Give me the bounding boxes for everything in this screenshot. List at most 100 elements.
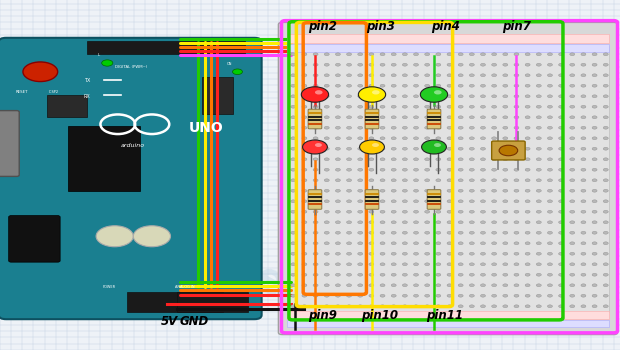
- Circle shape: [402, 210, 407, 213]
- Circle shape: [559, 53, 564, 56]
- Circle shape: [380, 305, 385, 308]
- Circle shape: [391, 116, 396, 119]
- FancyBboxPatch shape: [365, 109, 379, 129]
- Circle shape: [302, 95, 307, 98]
- Circle shape: [402, 147, 407, 150]
- Circle shape: [581, 147, 586, 150]
- Circle shape: [536, 231, 541, 234]
- Circle shape: [458, 53, 463, 56]
- Circle shape: [347, 242, 352, 245]
- Circle shape: [469, 168, 474, 171]
- Circle shape: [313, 53, 318, 56]
- Circle shape: [391, 105, 396, 108]
- Circle shape: [369, 126, 374, 129]
- Circle shape: [480, 116, 485, 119]
- Circle shape: [547, 231, 552, 234]
- Circle shape: [369, 116, 374, 119]
- Circle shape: [514, 305, 519, 308]
- Circle shape: [425, 242, 430, 245]
- Circle shape: [335, 294, 340, 297]
- Circle shape: [458, 137, 463, 140]
- Circle shape: [592, 168, 597, 171]
- Circle shape: [358, 147, 363, 150]
- FancyBboxPatch shape: [492, 141, 525, 160]
- Circle shape: [581, 105, 586, 108]
- Circle shape: [347, 221, 352, 224]
- Circle shape: [391, 273, 396, 276]
- Circle shape: [347, 273, 352, 276]
- Circle shape: [559, 84, 564, 87]
- FancyBboxPatch shape: [427, 190, 441, 209]
- FancyBboxPatch shape: [68, 126, 140, 191]
- Circle shape: [503, 168, 508, 171]
- Circle shape: [302, 231, 307, 234]
- Circle shape: [469, 84, 474, 87]
- Circle shape: [525, 294, 530, 297]
- Text: ON: ON: [226, 62, 232, 66]
- Circle shape: [425, 137, 430, 140]
- Circle shape: [525, 242, 530, 245]
- Circle shape: [492, 231, 497, 234]
- Circle shape: [581, 200, 586, 203]
- Circle shape: [592, 189, 597, 192]
- Circle shape: [425, 252, 430, 255]
- Circle shape: [592, 137, 597, 140]
- Circle shape: [525, 179, 530, 182]
- Circle shape: [536, 126, 541, 129]
- Circle shape: [503, 63, 508, 66]
- Circle shape: [570, 105, 575, 108]
- Circle shape: [414, 284, 418, 287]
- Circle shape: [380, 284, 385, 287]
- Circle shape: [313, 158, 318, 161]
- Circle shape: [469, 200, 474, 203]
- Circle shape: [536, 147, 541, 150]
- Circle shape: [391, 168, 396, 171]
- Circle shape: [592, 210, 597, 213]
- Circle shape: [469, 147, 474, 150]
- Circle shape: [525, 147, 530, 150]
- Circle shape: [313, 189, 318, 192]
- Circle shape: [525, 105, 530, 108]
- Circle shape: [436, 231, 441, 234]
- FancyBboxPatch shape: [308, 190, 322, 209]
- Circle shape: [525, 116, 530, 119]
- Circle shape: [536, 95, 541, 98]
- Circle shape: [480, 294, 485, 297]
- Circle shape: [570, 147, 575, 150]
- Circle shape: [559, 242, 564, 245]
- Circle shape: [302, 284, 307, 287]
- Circle shape: [547, 294, 552, 297]
- Circle shape: [547, 200, 552, 203]
- Circle shape: [547, 168, 552, 171]
- Circle shape: [592, 116, 597, 119]
- Circle shape: [458, 305, 463, 308]
- Circle shape: [525, 74, 530, 77]
- Circle shape: [447, 63, 452, 66]
- Circle shape: [402, 284, 407, 287]
- Circle shape: [324, 74, 329, 77]
- Circle shape: [380, 263, 385, 266]
- Circle shape: [603, 116, 608, 119]
- Circle shape: [603, 305, 608, 308]
- Circle shape: [436, 168, 441, 171]
- Circle shape: [458, 221, 463, 224]
- Circle shape: [302, 137, 307, 140]
- FancyBboxPatch shape: [287, 46, 609, 312]
- Circle shape: [559, 200, 564, 203]
- Circle shape: [324, 210, 329, 213]
- Circle shape: [581, 210, 586, 213]
- Circle shape: [313, 284, 318, 287]
- Circle shape: [414, 210, 418, 213]
- Circle shape: [369, 95, 374, 98]
- Circle shape: [358, 210, 363, 213]
- Circle shape: [492, 147, 497, 150]
- Circle shape: [402, 263, 407, 266]
- Circle shape: [425, 189, 430, 192]
- Circle shape: [414, 273, 418, 276]
- Circle shape: [559, 263, 564, 266]
- Circle shape: [469, 294, 474, 297]
- Circle shape: [480, 63, 485, 66]
- Circle shape: [347, 189, 352, 192]
- Circle shape: [570, 210, 575, 213]
- Text: arduinoue: arduinoue: [62, 158, 292, 307]
